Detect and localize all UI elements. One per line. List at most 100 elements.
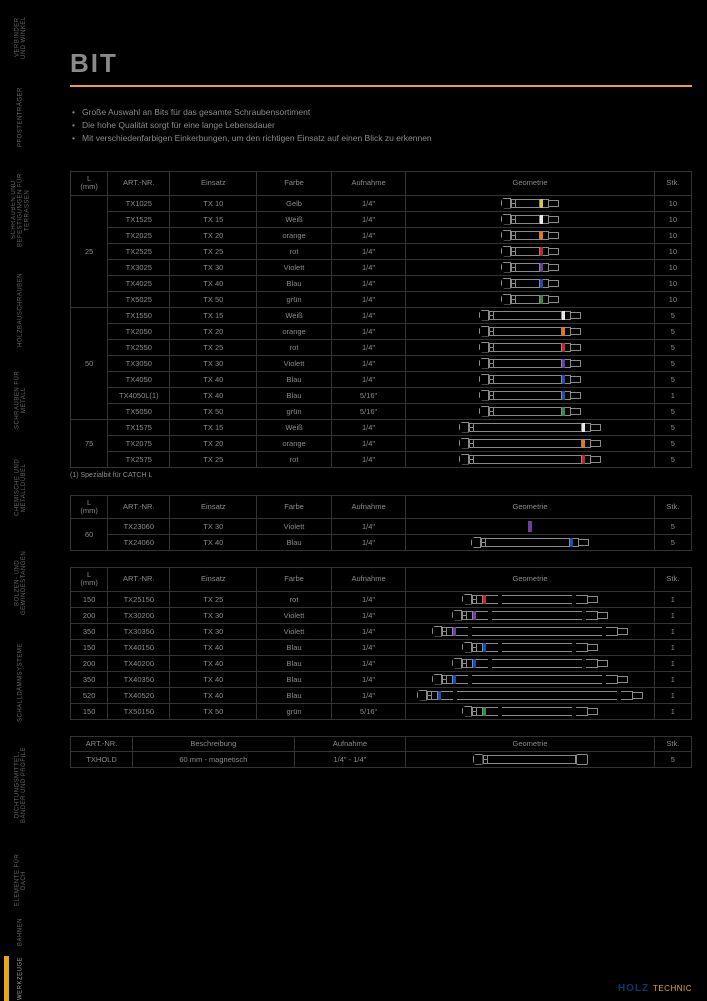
cell-geometry — [406, 211, 654, 227]
cell-stk: 5 — [654, 535, 691, 551]
table-row: TX2075TX 20orange1/4" 5 — [71, 435, 692, 451]
cell-farbe: Blau — [257, 671, 332, 687]
bit-table-2: L(mm)ART.-NR.EinsatzFarbeAufnahmeGeometr… — [70, 495, 692, 552]
cell-einsatz: TX 40 — [170, 387, 257, 403]
col-header: Geometrie — [406, 736, 654, 751]
cell-farbe: orange — [257, 323, 332, 339]
side-tab[interactable]: SCHRAUBEN FÜR METALL — [12, 370, 30, 430]
cell-aufnahme: 1/4" — [331, 607, 406, 623]
cell-stk: 1 — [654, 591, 691, 607]
col-header: Stk. — [654, 736, 691, 751]
table-row: TX2550TX 25rot1/4" 5 — [71, 339, 692, 355]
cell-geometry — [406, 419, 654, 435]
table-row: 520TX40520TX 40Blau1/4" 1 — [71, 687, 692, 703]
col-header: Beschreibung — [133, 736, 294, 751]
cell-farbe: rot — [257, 591, 332, 607]
side-tab[interactable]: SCHALLDÄMMSYSTEME — [12, 640, 30, 725]
cell-stk: 5 — [654, 519, 691, 535]
cell-aufnahme: 1/4" — [331, 535, 406, 551]
cell-length: 350 — [71, 671, 108, 687]
cell-einsatz: TX 20 — [170, 435, 257, 451]
cell-einsatz: TX 25 — [170, 451, 257, 467]
cell-farbe: grün — [257, 291, 332, 307]
col-header: ART.-NR. — [108, 568, 170, 592]
col-header: L(mm) — [71, 568, 108, 592]
col-header: Aufnahme — [294, 736, 406, 751]
side-tab[interactable]: ELEMENTE FÜR DACH — [12, 845, 30, 915]
cell-einsatz: TX 40 — [170, 687, 257, 703]
cell-aufnahme: 1/4" — [331, 275, 406, 291]
side-tab[interactable]: CHEMISCHE UND METALLDÜBEL — [12, 450, 30, 525]
cell-farbe: grün — [257, 703, 332, 719]
side-tab[interactable]: DICHTUNGSMITTEL, BÄNDER UND PROFILE — [12, 745, 30, 825]
table-row: 75TX1575TX 15Weiß1/4" 5 — [71, 419, 692, 435]
side-tab[interactable]: BAHNEN — [12, 920, 30, 945]
cell-aufnahme: 1/4" — [331, 259, 406, 275]
col-header: Geometrie — [406, 172, 654, 196]
bit-table-1: L(mm)ART.-NR.EinsatzFarbeAufnahmeGeometr… — [70, 171, 692, 468]
side-tab-active[interactable]: WERKZEUGE — [12, 956, 30, 1001]
cell-farbe: Violett — [257, 519, 332, 535]
cell-farbe: Weiß — [257, 419, 332, 435]
cell-art: TX2075 — [108, 435, 170, 451]
cell-stk: 10 — [654, 259, 691, 275]
cell-geometry — [406, 291, 654, 307]
bullet-item: Mit verschiedenfarbigen Einkerbungen, um… — [70, 133, 692, 143]
cell-length: 200 — [71, 607, 108, 623]
bullet-item: Die hohe Qualität sorgt für eine lange L… — [70, 120, 692, 130]
cell-geometry — [406, 195, 654, 211]
col-header: ART.-NR. — [108, 172, 170, 196]
side-tab[interactable]: VERBINDER UND WINKEL — [12, 10, 30, 65]
cell-aufnahme: 1/4" — [331, 323, 406, 339]
cell-art: TX2575 — [108, 451, 170, 467]
cell-farbe: Violett — [257, 355, 332, 371]
cell-farbe: Violett — [257, 607, 332, 623]
cell-einsatz: TX 40 — [170, 655, 257, 671]
cell-art: TX1525 — [108, 211, 170, 227]
cell-art: TX30200 — [108, 607, 170, 623]
cell-art: TX5050 — [108, 403, 170, 419]
cell-art: TX4050 — [108, 371, 170, 387]
cell-stk: 10 — [654, 195, 691, 211]
cell-art: TX24060 — [108, 535, 170, 551]
side-tab[interactable]: PFOSTENTRÄGER — [12, 85, 30, 150]
table-row: TX2025TX 20orange1/4" 10 — [71, 227, 692, 243]
cell-farbe: Blau — [257, 687, 332, 703]
cell-stk: 5 — [654, 371, 691, 387]
side-tab[interactable]: BOLZEN- UND GEWINDESTANGEN — [12, 545, 30, 620]
cell-aufnahme: 1/4" — [331, 671, 406, 687]
cell-aufnahme: 1/4" — [331, 419, 406, 435]
col-header: Aufnahme — [331, 495, 406, 519]
table-row: TX24060TX 40Blau1/4" 5 — [71, 535, 692, 551]
cell-farbe: Blau — [257, 371, 332, 387]
cell-aufnahme: 1/4" — [331, 195, 406, 211]
cell-geometry — [406, 339, 654, 355]
cell-aufnahme: 1/4" — [331, 307, 406, 323]
cell-art: TX1550 — [108, 307, 170, 323]
cell-art: TX2050 — [108, 323, 170, 339]
table-row: TX3050TX 30Violett1/4" 5 — [71, 355, 692, 371]
col-header: Farbe — [257, 172, 332, 196]
cell-length: 150 — [71, 703, 108, 719]
cell-stk: 1 — [654, 607, 691, 623]
cell-geometry — [406, 227, 654, 243]
cell-art: TX3050 — [108, 355, 170, 371]
cell-art: TX1575 — [108, 419, 170, 435]
cell-einsatz: TX 30 — [170, 259, 257, 275]
cell-farbe: rot — [257, 243, 332, 259]
col-header: Farbe — [257, 568, 332, 592]
cell-geometry — [406, 623, 654, 639]
cell-beschreibung: 60 mm - magnetisch — [133, 751, 294, 767]
cell-art: TX5025 — [108, 291, 170, 307]
side-tab[interactable]: HOLZBAUSCHRAUBEN — [12, 270, 30, 350]
table-row: TX1525TX 15Weiß1/4" 10 — [71, 211, 692, 227]
cell-geometry — [406, 355, 654, 371]
cell-geometry — [406, 243, 654, 259]
side-tab[interactable]: SCHRAUBEN UND BEFESTIGUNGEN FÜR TERRASSE… — [12, 170, 30, 250]
cell-farbe: rot — [257, 339, 332, 355]
col-header: ART.-NR. — [108, 495, 170, 519]
cell-farbe: Blau — [257, 535, 332, 551]
cell-stk: 5 — [654, 435, 691, 451]
cell-stk: 5 — [654, 323, 691, 339]
cell-stk: 5 — [654, 419, 691, 435]
